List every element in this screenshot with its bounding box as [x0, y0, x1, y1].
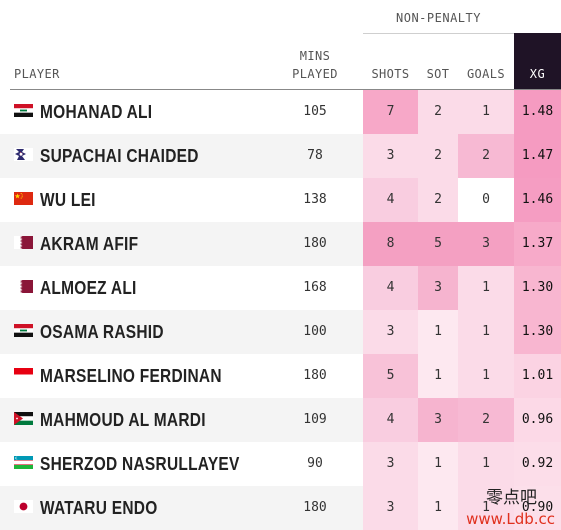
goals-cell: 1: [458, 354, 514, 398]
sot-cell: 2: [418, 134, 458, 178]
mins-cell: 90: [307, 456, 323, 471]
player-name: SUPACHAI CHAIDED: [40, 146, 199, 166]
mins-cell: 180: [303, 368, 327, 383]
iraq-flag-icon: [14, 104, 33, 117]
japan-flag-icon: [14, 500, 33, 513]
header-mins-played: MINS PLAYED: [280, 47, 350, 83]
mins-cell: 109: [303, 412, 327, 427]
player-name: SHERZOD NASRULLAYEV: [40, 454, 240, 474]
player-name: MAHMOUD AL MARDI: [40, 410, 206, 430]
non-penalty-group-divider: [363, 33, 514, 34]
header-xg: XG: [514, 33, 561, 89]
china-flag-icon: [14, 192, 33, 205]
xg-cell: 1.48: [514, 90, 561, 134]
xg-cell: 0.96: [514, 398, 561, 442]
player-name: WU LEI: [40, 190, 96, 210]
sot-cell: 1: [418, 486, 458, 530]
watermark-url: www.Ldb.cc: [466, 510, 555, 528]
table-row: MOHANAD ALI 105 7 2 1 1.48: [0, 90, 561, 134]
table-row: WU LEI 138 4 2 0 1.46: [0, 178, 561, 222]
xg-cell: 1.47: [514, 134, 561, 178]
header-shots: SHOTS: [371, 67, 410, 81]
watermark: 零点吧 www.Ldb.cc: [466, 490, 555, 528]
shots-cell: 3: [363, 134, 418, 178]
shots-cell: 3: [363, 442, 418, 486]
table-row: MAHMOUD AL MARDI 109 4 3 2 0.96: [0, 398, 561, 442]
thailand-flag-icon: [14, 148, 33, 161]
shots-cell: 4: [363, 178, 418, 222]
header-mins-line2: PLAYED: [292, 67, 338, 81]
xg-cell: 1.30: [514, 310, 561, 354]
goals-cell: 1: [458, 90, 514, 134]
header-mins-line1: MINS: [299, 49, 331, 63]
sot-cell: 3: [418, 266, 458, 310]
shots-cell: 5: [363, 354, 418, 398]
table-row: SHERZOD NASRULLAYEV 90 3 1 1 0.92: [0, 442, 561, 486]
xg-cell: 1.01: [514, 354, 561, 398]
uzbekistan-flag-icon: [14, 456, 33, 469]
sot-cell: 2: [418, 90, 458, 134]
goals-cell: 0: [458, 178, 514, 222]
xg-cell: 1.46: [514, 178, 561, 222]
mins-cell: 105: [303, 104, 327, 119]
table-row: OSAMA RASHID 100 3 1 1 1.30: [0, 310, 561, 354]
mins-cell: 138: [303, 192, 327, 207]
table-row: SUPACHAI CHAIDED 78 3 2 2 1.47: [0, 134, 561, 178]
shots-cell: 4: [363, 398, 418, 442]
sot-cell: 3: [418, 398, 458, 442]
header-player: PLAYER: [14, 67, 60, 81]
mins-cell: 100: [303, 324, 327, 339]
table-row: ALMOEZ ALI 168 4 3 1 1.30: [0, 266, 561, 310]
table-row: MARSELINO FERDINAN 180 5 1 1 1.01: [0, 354, 561, 398]
header-divider: [10, 89, 561, 90]
goals-cell: 2: [458, 134, 514, 178]
sot-cell: 1: [418, 442, 458, 486]
iraq-flag-icon: [14, 324, 33, 337]
xg-cell: 0.90: [514, 486, 561, 530]
goals-cell: 1: [458, 310, 514, 354]
goals-cell: 1: [458, 486, 514, 530]
mins-cell: 168: [303, 280, 327, 295]
player-name: MOHANAD ALI: [40, 102, 153, 122]
player-name: MARSELINO FERDINAN: [40, 366, 222, 386]
xg-cell: 1.37: [514, 222, 561, 266]
sot-cell: 1: [418, 310, 458, 354]
shots-cell: 8: [363, 222, 418, 266]
xg-cell: 0.92: [514, 442, 561, 486]
shots-cell: 3: [363, 486, 418, 530]
header-sot: SOT: [426, 67, 450, 81]
watermark-cn: 零点吧: [486, 488, 537, 508]
non-penalty-group-label: NON-PENALTY: [396, 11, 481, 25]
goals-cell: 3: [458, 222, 514, 266]
player-name: ALMOEZ ALI: [40, 278, 137, 298]
jordan-flag-icon: [14, 412, 33, 425]
qatar-flag-icon: [14, 280, 33, 293]
mins-cell: 180: [303, 236, 327, 251]
table-row: AKRAM AFIF 180 8 5 3 1.37: [0, 222, 561, 266]
shots-cell: 7: [363, 90, 418, 134]
xg-cell: 1.30: [514, 266, 561, 310]
goals-cell: 1: [458, 442, 514, 486]
goals-cell: 2: [458, 398, 514, 442]
player-name: AKRAM AFIF: [40, 234, 139, 254]
mins-cell: 180: [303, 500, 327, 515]
shots-cell: 4: [363, 266, 418, 310]
sot-cell: 2: [418, 178, 458, 222]
goals-cell: 1: [458, 266, 514, 310]
shots-cell: 3: [363, 310, 418, 354]
mins-cell: 78: [307, 148, 323, 163]
player-name: OSAMA RASHID: [40, 322, 164, 342]
header-goals: GOALS: [466, 67, 506, 81]
sot-cell: 1: [418, 354, 458, 398]
player-name: WATARU ENDO: [40, 498, 158, 518]
indonesia-flag-icon: [14, 368, 33, 381]
qatar-flag-icon: [14, 236, 33, 249]
table-row: WATARU ENDO 180 3 1 1 0.90: [0, 486, 561, 530]
sot-cell: 5: [418, 222, 458, 266]
